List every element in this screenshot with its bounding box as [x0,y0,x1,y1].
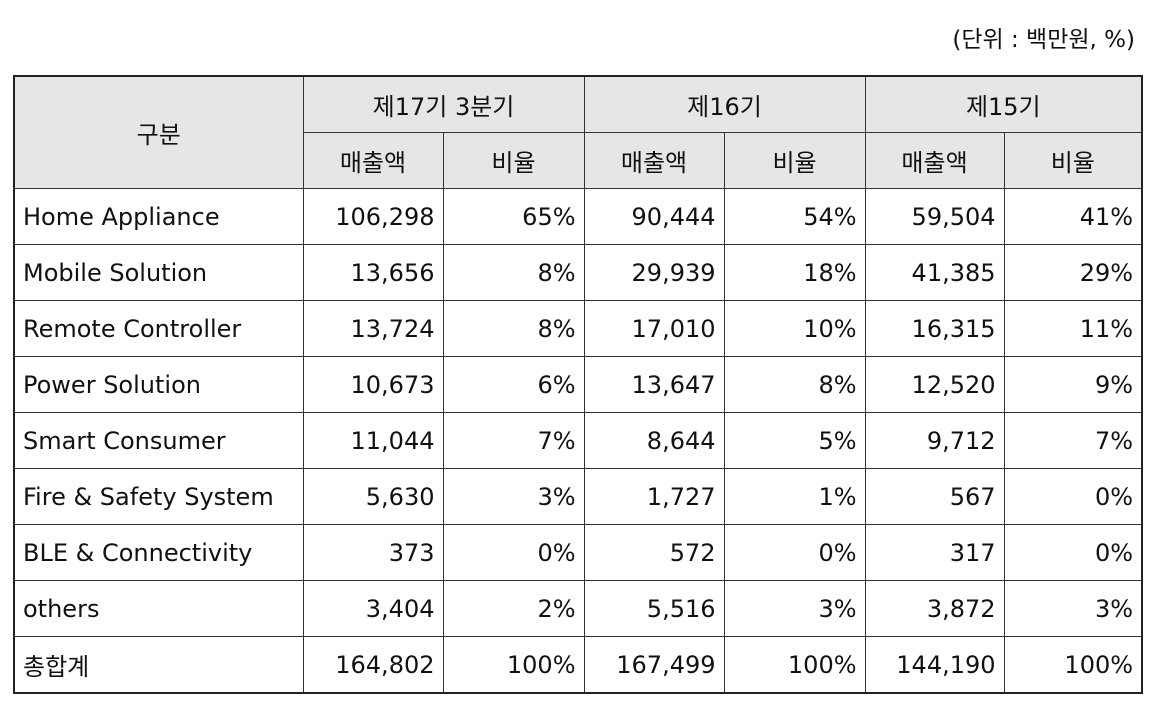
cell-ratio-17q3: 8% [442,244,585,301]
table-row: Power Solution 10,673 6% 13,647 8% 12,52… [13,356,1143,413]
cell-sales-17q3: 164,802 [302,636,444,694]
cell-sales-15: 3,872 [864,580,1005,637]
cell-sales-16: 29,939 [583,244,725,301]
row-label: others [13,580,304,637]
cell-ratio-16: 10% [723,300,866,357]
header-row-periods: 구분 제17기 3분기 제16기 제15기 [13,75,1143,189]
header-ratio: 비율 [723,132,866,189]
cell-sales-15: 16,315 [864,300,1005,357]
header-category: 구분 [13,75,304,189]
table-row: Fire & Safety System 5,630 3% 1,727 1% 5… [13,468,1143,525]
cell-ratio-17q3: 6% [442,356,585,413]
cell-sales-15: 317 [864,524,1005,581]
cell-ratio-17q3: 8% [442,300,585,357]
table-row-total: 총합계 164,802 100% 167,499 100% 144,190 10… [13,636,1143,694]
cell-sales-17q3: 373 [302,524,444,581]
cell-ratio-15: 41% [1003,188,1143,245]
cell-ratio-16: 3% [723,580,866,637]
cell-ratio-16: 18% [723,244,866,301]
row-label: Fire & Safety System [13,468,304,525]
header-sales: 매출액 [302,132,444,189]
cell-ratio-16: 8% [723,356,866,413]
cell-sales-15: 9,712 [864,412,1005,469]
row-label: Remote Controller [13,300,304,357]
table-body: Home Appliance 106,298 65% 90,444 54% 59… [13,188,1143,694]
cell-sales-16: 13,647 [583,356,725,413]
header-period-15: 제15기 [864,75,1143,133]
cell-sales-16: 1,727 [583,468,725,525]
header-ratio: 비율 [1003,132,1143,189]
table-row: BLE & Connectivity 373 0% 572 0% 317 0% [13,524,1143,581]
row-label: Power Solution [13,356,304,413]
table-header: 구분 제17기 3분기 제16기 제15기 매출액 비율 매출액 비율 매출액 … [13,75,1143,189]
table-row: Home Appliance 106,298 65% 90,444 54% 59… [13,188,1143,245]
header-period-17q3: 제17기 3분기 [302,75,585,133]
row-label: Mobile Solution [13,244,304,301]
cell-sales-17q3: 106,298 [302,188,444,245]
cell-sales-15: 41,385 [864,244,1005,301]
cell-sales-15: 567 [864,468,1005,525]
header-sales: 매출액 [583,132,725,189]
cell-ratio-15: 11% [1003,300,1143,357]
cell-ratio-15: 7% [1003,412,1143,469]
row-label: Smart Consumer [13,412,304,469]
cell-ratio-17q3: 0% [442,524,585,581]
cell-ratio-17q3: 65% [442,188,585,245]
cell-sales-16: 17,010 [583,300,725,357]
cell-ratio-15: 3% [1003,580,1143,637]
header-ratio: 비율 [442,132,585,189]
row-label-total: 총합계 [13,636,304,694]
cell-ratio-17q3: 3% [442,468,585,525]
unit-note: (단위 : 백만원, %) [952,27,1135,53]
cell-sales-16: 5,516 [583,580,725,637]
cell-ratio-16: 1% [723,468,866,525]
row-label: Home Appliance [13,188,304,245]
cell-sales-15: 12,520 [864,356,1005,413]
cell-ratio-17q3: 7% [442,412,585,469]
cell-sales-17q3: 3,404 [302,580,444,637]
cell-ratio-15: 0% [1003,468,1143,525]
cell-ratio-15: 9% [1003,356,1143,413]
header-sales: 매출액 [864,132,1005,189]
cell-sales-17q3: 13,724 [302,300,444,357]
cell-sales-17q3: 10,673 [302,356,444,413]
cell-sales-16: 572 [583,524,725,581]
header-period-16: 제16기 [583,75,866,133]
cell-sales-17q3: 13,656 [302,244,444,301]
cell-sales-16: 90,444 [583,188,725,245]
cell-sales-16: 8,644 [583,412,725,469]
table-row: others 3,404 2% 5,516 3% 3,872 3% [13,580,1143,637]
table-row: Remote Controller 13,724 8% 17,010 10% 1… [13,300,1143,357]
cell-ratio-16: 100% [723,636,866,694]
cell-ratio-15: 0% [1003,524,1143,581]
sales-table: 구분 제17기 3분기 제16기 제15기 매출액 비율 매출액 비율 매출액 … [13,75,1144,694]
header-row-metrics: 매출액 비율 매출액 비율 매출액 비율 [14,132,1143,189]
cell-sales-15: 144,190 [864,636,1005,694]
cell-sales-17q3: 11,044 [302,412,444,469]
cell-ratio-16: 5% [723,412,866,469]
cell-sales-17q3: 5,630 [302,468,444,525]
cell-ratio-17q3: 2% [442,580,585,637]
cell-ratio-17q3: 100% [442,636,585,694]
table-row: Mobile Solution 13,656 8% 29,939 18% 41,… [13,244,1143,301]
cell-ratio-15: 100% [1003,636,1143,694]
table-row: Smart Consumer 11,044 7% 8,644 5% 9,712 … [13,412,1143,469]
cell-ratio-15: 29% [1003,244,1143,301]
cell-ratio-16: 54% [723,188,866,245]
cell-sales-15: 59,504 [864,188,1005,245]
cell-ratio-16: 0% [723,524,866,581]
row-label: BLE & Connectivity [13,524,304,581]
cell-sales-16: 167,499 [583,636,725,694]
